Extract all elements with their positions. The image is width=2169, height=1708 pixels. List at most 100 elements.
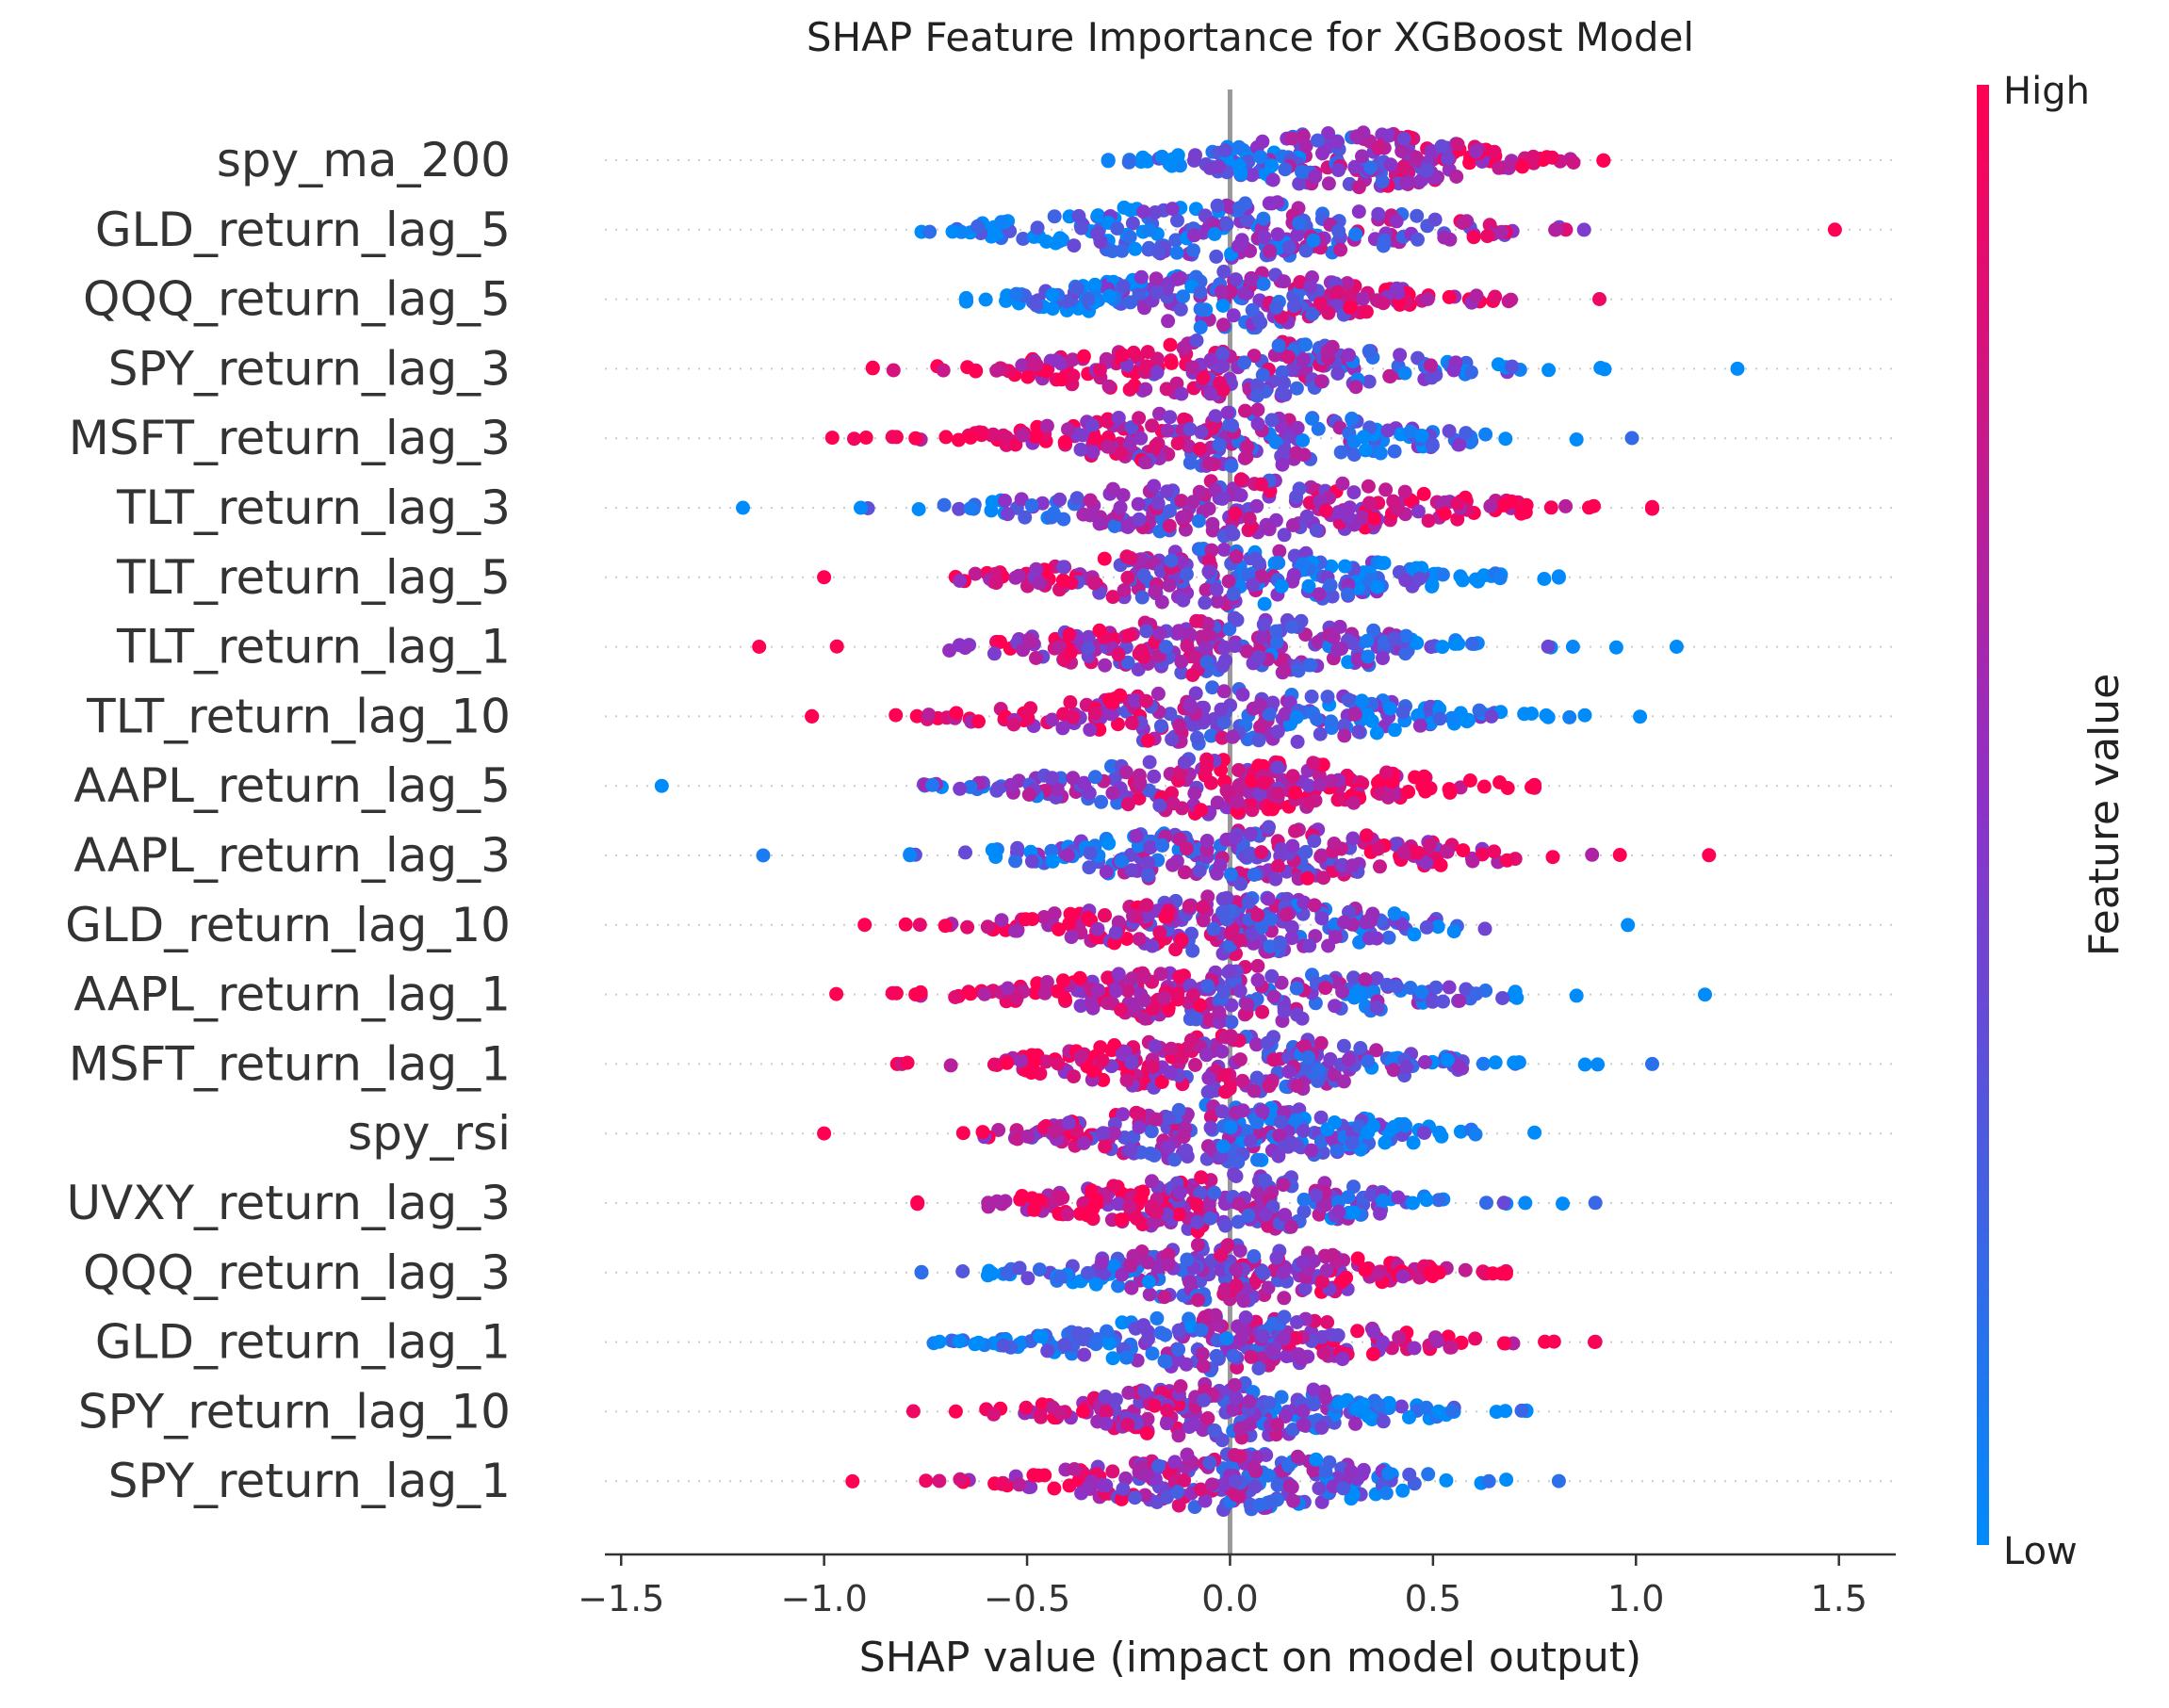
shap-point [1001,507,1015,522]
shap-point [1231,794,1245,809]
shap-point [1221,574,1236,589]
shap-point [1351,204,1366,220]
shap-point [1029,357,1044,372]
shap-point [1056,560,1071,575]
shap-point [1450,512,1465,527]
shap-point [1312,1063,1327,1078]
shap-point [1313,1035,1329,1050]
shap-point [1289,381,1304,396]
shap-point [1252,787,1267,802]
shap-point [1124,1280,1139,1295]
shap-point [958,845,972,860]
shap-point [1219,217,1234,232]
shap-point [1496,1336,1511,1351]
shap-point [1212,437,1227,452]
shap-point [1081,292,1096,307]
shap-point [1230,612,1245,627]
shap-point [1439,1472,1454,1488]
shap-point [1037,985,1052,1000]
shap-point [1108,925,1123,940]
shap-point [1256,211,1271,226]
shap-point [1433,857,1448,872]
shap-point [1201,564,1216,579]
shap-point [1308,169,1323,184]
shap-point [1254,629,1269,644]
shap-point [1050,984,1065,999]
shap-point [1125,216,1140,231]
shap-point [1213,376,1228,390]
shap-point [1361,479,1376,494]
shap-point [1492,775,1508,789]
shap-point [1268,435,1283,449]
shap-point [1378,1486,1394,1501]
shap-point [1184,926,1199,941]
shap-point [1172,718,1187,733]
shap-point [1025,912,1040,927]
shap-point [1038,1054,1053,1069]
shap-point [1119,1350,1134,1365]
shap-point [1096,1072,1111,1087]
shap-point [1176,289,1191,304]
shap-point [1249,388,1264,403]
shap-point [1067,238,1082,253]
shap-point [1116,279,1131,294]
shap-point [1224,524,1238,539]
shap-point [1194,629,1209,644]
shap-point [1349,129,1364,144]
shap-point [1229,1169,1244,1183]
shap-point [1209,866,1224,881]
shap-point [1428,980,1443,995]
shap-point [805,708,820,724]
shap-point [996,1338,1011,1353]
shap-point [1335,857,1350,872]
shap-point [985,495,1000,510]
shap-point [1190,1237,1205,1252]
shap-point [1160,484,1175,499]
shap-point [1174,386,1189,401]
shap-point [1231,238,1246,253]
shap-point [1440,1052,1455,1067]
shap-point [1194,803,1208,818]
shap-point [1421,1467,1436,1482]
shap-point [1373,859,1387,874]
shap-point [1288,786,1303,800]
shap-point [1505,494,1519,509]
shap-point [1152,925,1167,940]
shap-point [1098,1389,1113,1404]
shap-point [1144,1124,1159,1139]
shap-point [1247,349,1262,364]
shap-point [1373,446,1388,461]
shap-point [1270,227,1285,242]
shap-point [1141,1275,1156,1289]
shap-point [1083,508,1098,523]
shap-point [1257,230,1272,245]
shap-point [1297,895,1312,910]
shap-point [1356,430,1371,445]
shap-point [1029,651,1043,665]
shap-point [1279,907,1294,922]
shap-point [1277,1331,1292,1346]
shap-point [1114,854,1129,869]
shap-point [1392,1330,1407,1345]
shap-point [1263,243,1277,258]
shap-point [1365,906,1380,921]
shap-point [1076,1135,1091,1150]
shap-point [1333,242,1348,257]
shap-point [1009,991,1024,1006]
shap-point [1363,160,1378,175]
shap-point [1335,984,1350,1000]
shap-point [1148,1039,1163,1053]
shap-point [1099,865,1114,879]
shap-point [1182,899,1197,914]
shap-point [913,984,928,1000]
shap-point [1323,577,1338,593]
shap-point [1094,1255,1109,1270]
shap-point [1171,1102,1186,1117]
shap-point [1154,594,1169,610]
shap-point [960,919,975,935]
shap-point [1170,148,1185,163]
shap-point [1083,493,1098,508]
shap-point [1268,624,1283,639]
shap-point [1118,765,1133,780]
shap-point [963,501,978,516]
